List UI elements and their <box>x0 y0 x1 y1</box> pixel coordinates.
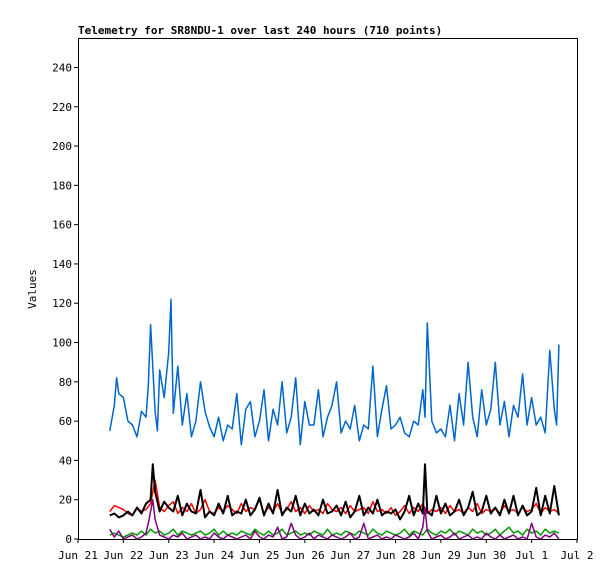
y-tick-label-8: 160 <box>52 219 72 232</box>
series-line-2 <box>109 463 560 521</box>
chart-title: Telemetry for SR8NDU-1 over last 240 hou… <box>78 24 442 37</box>
x-tick-label-1: Jun 22 <box>103 549 143 562</box>
series-line-0 <box>109 298 560 446</box>
series-line-4 <box>109 498 560 540</box>
x-tick-label-7: Jun 28 <box>376 549 416 562</box>
y-axis-label: Values <box>26 269 39 309</box>
y-tick-label-2: 40 <box>59 454 72 467</box>
y-tick-label-11: 220 <box>52 101 72 114</box>
x-tick-label-4: Jun 25 <box>240 549 280 562</box>
y-tick-label-5: 100 <box>52 337 72 350</box>
x-axis: Jun 21 Jun 22 Jun 23 Jun 24 Jun 25 Jun 26 Jun … <box>58 539 594 562</box>
y-tick-label-10: 200 <box>52 140 72 153</box>
series-line-3 <box>109 526 560 538</box>
x-tick-label-5: Jun 26 <box>285 549 325 562</box>
x-tick-label-10: Jul 1 <box>515 549 548 562</box>
y-tick-label-0: 0 <box>65 533 72 546</box>
y-tick-label-4: 80 <box>59 376 72 389</box>
y-tick-label-7: 140 <box>52 258 72 271</box>
x-tick-label-9: Jun 30 <box>466 549 506 562</box>
y-tick-label-6: 120 <box>52 297 72 310</box>
y-tick-label-3: 60 <box>59 415 72 428</box>
y-tick-label-12: 240 <box>52 61 72 74</box>
x-tick-label-3: Jun 24 <box>194 549 234 562</box>
x-tick-label-8: Jun 29 <box>421 549 461 562</box>
x-tick-label-11: Jul 2 <box>560 549 593 562</box>
y-tick-label-1: 20 <box>59 494 72 507</box>
x-tick-label-2: Jun 23 <box>149 549 189 562</box>
x-tick-label-6: Jun 27 <box>330 549 370 562</box>
y-axis: 0 20 40 60 80 100 120 140 160 180 200 220 240 <box>52 61 78 546</box>
y-tick-label-9: 180 <box>52 179 72 192</box>
x-tick-label-0: Jun 21 <box>58 549 98 562</box>
series-group <box>109 298 560 540</box>
